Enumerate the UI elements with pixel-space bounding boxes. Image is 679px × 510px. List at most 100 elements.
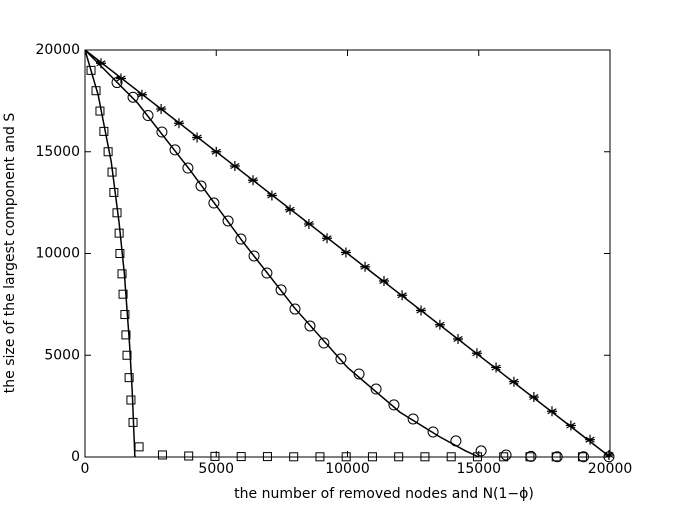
star-marker [340, 247, 351, 258]
square-marker [122, 350, 132, 360]
square-marker [103, 147, 113, 157]
square-marker [124, 373, 134, 383]
square-marker [115, 249, 125, 258]
star-marker [136, 89, 147, 100]
square-marker [120, 310, 130, 320]
star-marker [229, 160, 240, 171]
square-marker [394, 452, 404, 462]
star-marker [360, 261, 371, 272]
square-marker [236, 452, 246, 462]
circle-marker [370, 383, 382, 395]
circle-marker [450, 435, 462, 447]
square-marker [315, 452, 325, 462]
circle-marker [577, 451, 589, 463]
y-tick-label: 10000 [35, 246, 80, 262]
square-marker [126, 395, 136, 405]
circle-marker [142, 110, 154, 122]
star-marker [173, 118, 184, 129]
square-marker [446, 452, 456, 462]
star-marker [565, 420, 576, 431]
circle-marker [525, 450, 537, 462]
square-marker [118, 289, 128, 299]
star-marker [603, 449, 614, 460]
star-marker [303, 218, 314, 229]
star-marker [156, 104, 167, 115]
x-tick-label: 5000 [198, 461, 234, 477]
square-marker [128, 417, 138, 427]
square-marker [121, 330, 131, 340]
x-tick-label: 0 [81, 461, 90, 477]
y-tick-label: 0 [71, 449, 80, 465]
circle-marker [156, 126, 168, 138]
square-marker [95, 106, 105, 116]
star-marker [248, 175, 258, 186]
star-marker [322, 233, 333, 244]
square-marker [112, 208, 122, 218]
circle-marker [182, 162, 194, 174]
circle-marker [289, 303, 301, 315]
star-marker [471, 348, 482, 359]
square-marker [210, 451, 220, 461]
circle-marker [195, 180, 207, 192]
star-marker [285, 204, 296, 215]
circle-marker [353, 368, 365, 380]
circle-marker [551, 451, 563, 463]
circle-marker [127, 91, 139, 103]
star-marker [491, 362, 502, 373]
circle-marker [304, 320, 316, 332]
circle-marker [500, 449, 512, 461]
circle-marker [261, 267, 273, 279]
square-marker [114, 228, 124, 238]
square-marker [499, 452, 509, 462]
x-tick-label: 20000 [588, 461, 633, 477]
star-marker [115, 73, 126, 84]
star-marker [397, 290, 408, 301]
star-marker [434, 319, 445, 330]
circle-marker [208, 197, 220, 209]
star-marker [416, 305, 426, 316]
square-marker [134, 442, 144, 452]
x-tick-label: 10000 [325, 461, 370, 477]
square-marker [472, 452, 482, 462]
square-marker [86, 65, 96, 75]
star-marker [585, 434, 596, 445]
y-tick-label: 15000 [35, 144, 80, 160]
star-marker [453, 333, 464, 344]
circle-marker [222, 215, 234, 227]
circle-marker [111, 77, 123, 89]
square-marker [157, 450, 167, 460]
square-marker [341, 452, 351, 462]
y-tick-label: 5000 [44, 347, 80, 363]
star-marker [508, 376, 519, 387]
y-tick-label: 20000 [35, 42, 80, 58]
circle-marker [427, 426, 439, 438]
circle-marker [248, 250, 260, 262]
circle-marker [318, 337, 330, 349]
fit-line [84, 49, 136, 458]
square-marker [289, 452, 299, 462]
fit-line [84, 49, 480, 458]
square-marker [367, 452, 377, 462]
star-marker [96, 58, 107, 69]
square-marker [109, 187, 119, 197]
square-marker [91, 86, 101, 96]
square-marker [420, 452, 430, 462]
square-marker [107, 167, 117, 177]
x-axis-label: the number of removed nodes and N(1−ϕ) [234, 486, 534, 502]
circle-marker [388, 399, 400, 411]
star-marker [266, 190, 277, 201]
circle-marker [275, 284, 287, 296]
square-marker [117, 269, 127, 279]
x-tick-label: 15000 [456, 461, 501, 477]
square-marker [184, 451, 194, 461]
circle-marker [169, 144, 181, 156]
circle-marker [475, 445, 487, 457]
circle-marker [335, 353, 347, 365]
square-marker [262, 452, 272, 462]
star-marker [192, 132, 203, 143]
circle-marker [407, 413, 419, 425]
y-axis-label: the size of the largest component and S [2, 113, 18, 394]
star-marker [211, 146, 222, 157]
square-marker [99, 126, 109, 136]
